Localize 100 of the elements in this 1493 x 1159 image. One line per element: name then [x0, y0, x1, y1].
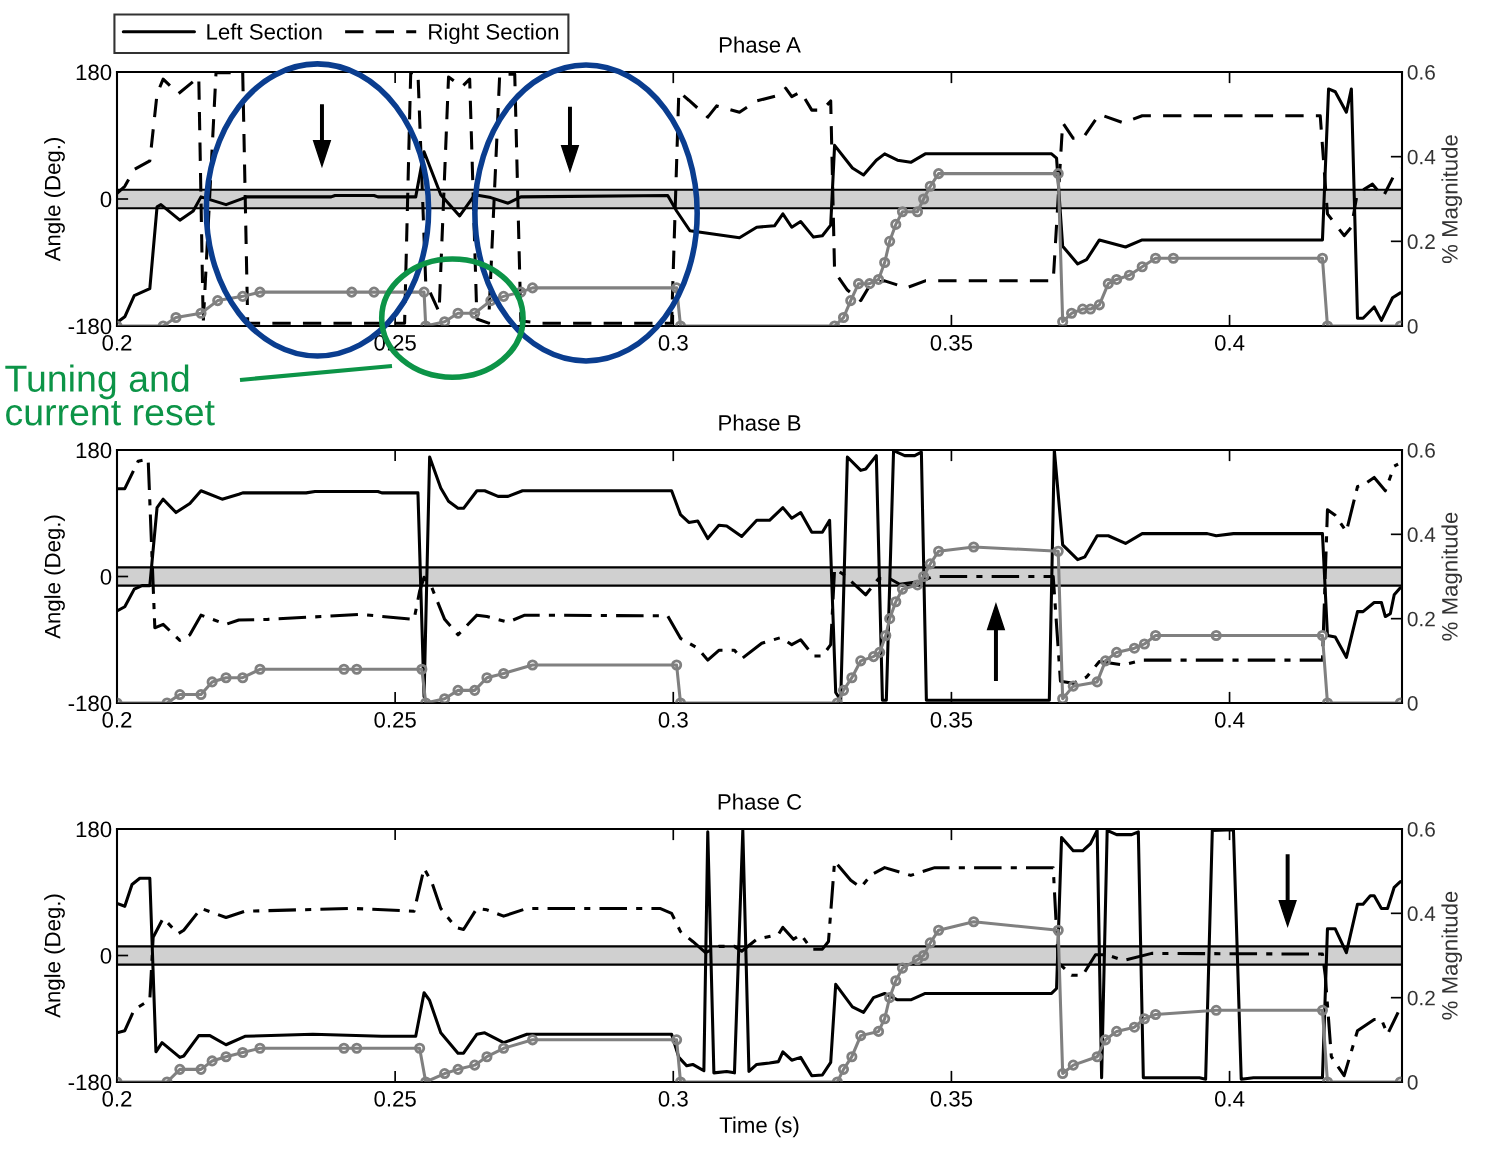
point — [1316, 252, 1329, 264]
point — [918, 949, 930, 962]
point — [1067, 1059, 1079, 1071]
y-axis-title: Angle (Deg.) — [44, 894, 65, 1018]
y2-tick-label: 0.6 — [1407, 65, 1435, 80]
point — [452, 1063, 464, 1075]
point — [1099, 655, 1112, 667]
x-tick-label: 0.25 — [374, 711, 416, 728]
point — [918, 193, 930, 205]
point — [1099, 1034, 1112, 1046]
point — [968, 541, 980, 553]
point — [874, 646, 886, 658]
y-tick-label: 180 — [76, 821, 112, 838]
point — [351, 663, 363, 675]
point — [845, 295, 857, 307]
y2-axis-title: % Magnitude — [1441, 135, 1463, 264]
point — [837, 1063, 850, 1075]
y-tick-label: 180 — [76, 442, 112, 459]
point — [439, 1068, 451, 1080]
point — [206, 676, 218, 688]
point — [1210, 629, 1222, 642]
point — [195, 1063, 207, 1075]
x-tick-label: 0.4 — [1214, 1090, 1245, 1107]
point — [481, 672, 493, 684]
point — [837, 684, 850, 696]
point — [933, 924, 945, 936]
x-tick-label: 0.4 — [1214, 334, 1245, 351]
point — [254, 663, 266, 675]
point — [1150, 629, 1162, 642]
point — [872, 1025, 885, 1037]
legend-label: Right Section — [429, 23, 559, 45]
y2-tick-label: 0.2 — [1407, 234, 1435, 250]
point — [418, 286, 430, 298]
chart-title: Phase B — [719, 414, 801, 431]
y-tick-label: -180 — [68, 695, 112, 712]
text: Tuning and current reset — [5, 364, 215, 426]
point — [254, 286, 266, 298]
y2-tick-label: 0 — [1407, 1075, 1418, 1090]
point — [911, 954, 924, 966]
point — [1057, 1068, 1069, 1080]
x-tick-label: 0.3 — [658, 711, 688, 728]
y2-tick-label: 0.2 — [1407, 990, 1435, 1006]
point — [498, 290, 510, 302]
point — [174, 1063, 186, 1075]
point — [846, 672, 858, 684]
point — [884, 235, 896, 247]
point — [1111, 1025, 1123, 1037]
y2-tick-label: 0.6 — [1407, 443, 1435, 458]
point — [924, 180, 936, 192]
y2-tick-label: 0.4 — [1407, 149, 1436, 165]
point — [855, 655, 867, 667]
point — [237, 1046, 249, 1059]
point — [896, 962, 909, 974]
y-axis-title: Angle (Deg.) — [44, 515, 65, 639]
point — [439, 693, 451, 703]
point — [867, 651, 880, 663]
point — [884, 613, 896, 625]
point — [526, 1034, 539, 1046]
point — [1128, 642, 1140, 654]
point — [1091, 1051, 1103, 1063]
point — [1091, 676, 1103, 688]
point — [879, 256, 891, 269]
point — [237, 290, 249, 302]
x-tick-label: 0.4 — [1214, 711, 1245, 728]
y2-tick-label: 0.4 — [1407, 906, 1436, 922]
point — [220, 1051, 232, 1063]
point — [498, 667, 510, 680]
point — [174, 689, 186, 701]
x-tick-label: 0.25 — [374, 1090, 416, 1107]
point — [254, 1042, 266, 1054]
point — [368, 286, 380, 298]
point — [911, 206, 924, 218]
x-tick-label: 0.2 — [102, 1090, 132, 1107]
point — [498, 1042, 510, 1054]
y-axis-title: Angle (Deg.) — [44, 138, 65, 262]
point — [1150, 1008, 1162, 1021]
y2-tick-label: 0.6 — [1407, 822, 1435, 837]
point — [911, 579, 924, 591]
point — [933, 545, 945, 557]
x-tick-label: 0.35 — [930, 711, 973, 728]
point — [852, 278, 865, 290]
y-tick-label: 180 — [76, 64, 112, 81]
chart-title: Phase C — [718, 793, 802, 810]
point — [338, 663, 350, 675]
point — [206, 1055, 218, 1067]
point — [968, 916, 980, 928]
point — [880, 629, 892, 642]
point — [414, 1042, 426, 1054]
x-tick-label: 0.2 — [102, 334, 132, 351]
point — [481, 1051, 493, 1063]
point — [1111, 646, 1123, 658]
point — [1052, 168, 1064, 180]
point — [1316, 629, 1329, 642]
point — [1136, 261, 1148, 273]
x-tick-label: 0.3 — [658, 1090, 688, 1107]
y2-axis-title: % Magnitude — [1441, 512, 1463, 641]
point — [237, 672, 249, 684]
point — [1167, 252, 1179, 264]
point — [1123, 269, 1135, 281]
x-tick-label: 0.2 — [102, 711, 132, 728]
